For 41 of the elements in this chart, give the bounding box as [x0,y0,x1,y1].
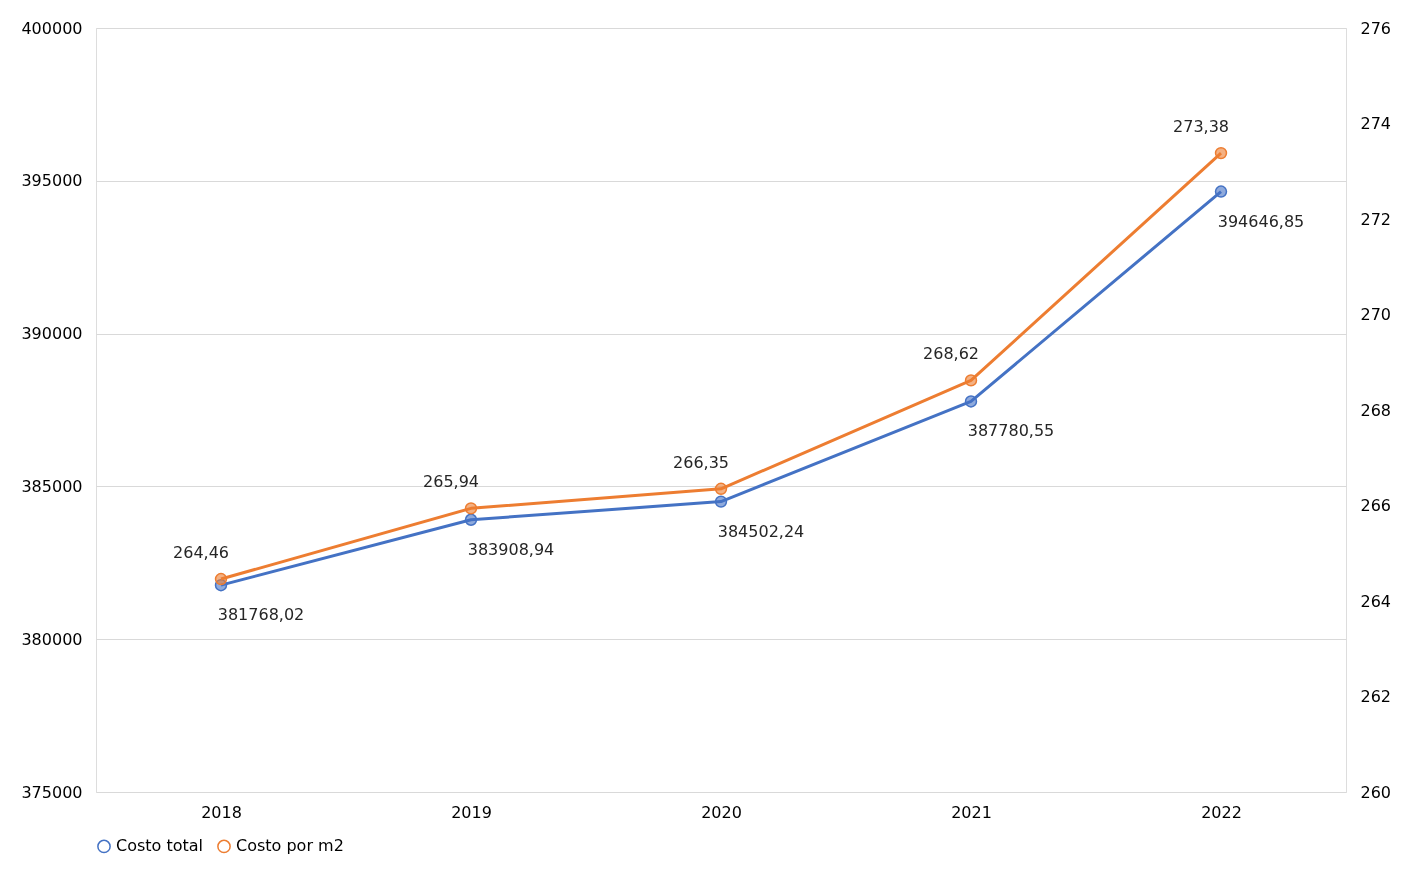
y-tick-label: 390000 [21,324,83,344]
data-label: 264,46 [173,543,229,563]
point [1214,146,1228,160]
point [464,513,478,526]
x-tick-label: 2019 [451,802,492,822]
data-label: 387780,55 [967,421,1055,441]
x-tick-label: 2022 [1201,802,1242,822]
legend-label: Costo total [116,836,204,856]
point [714,482,728,495]
y-tick-label: 385000 [21,476,83,496]
y-tick-label: 380000 [21,629,83,649]
data-label: 273,38 [1173,117,1229,137]
point [464,502,478,515]
y-tick-label: 375000 [21,782,83,802]
y-tick-label: 400000 [21,18,83,38]
data-label: 265,94 [423,472,479,492]
y2-tick-label: 268 [1360,400,1392,420]
x-tick-label: 2018 [201,802,242,822]
y2-tick-label: 262 [1360,687,1392,706]
point [1214,185,1228,198]
x-tick-label: 2020 [701,802,742,822]
y-tick-label: 395000 [21,171,83,191]
y2-tick-label: 260 [1360,782,1392,802]
data-label: 381768,02 [217,605,305,625]
y2-tick-label: 272 [1360,209,1392,229]
data-label: 394646,85 [1217,211,1305,231]
point [964,374,978,387]
x-tick-label: 2021 [951,802,992,822]
data-label: 268,62 [923,344,979,364]
legend-label: Costo por m2 [236,836,344,856]
data-label: 384502,24 [717,521,805,541]
point [964,395,978,408]
y2-tick-label: 274 [1360,114,1392,133]
data-label: 266,35 [673,452,729,472]
data-label: 383908,94 [467,539,555,559]
point [214,572,228,586]
point [714,495,728,508]
y2-tick-label: 264 [1360,591,1392,611]
y2-tick-label: 266 [1360,496,1392,515]
y2-tick-label: 276 [1360,18,1392,38]
y2-tick-label: 270 [1360,305,1392,324]
